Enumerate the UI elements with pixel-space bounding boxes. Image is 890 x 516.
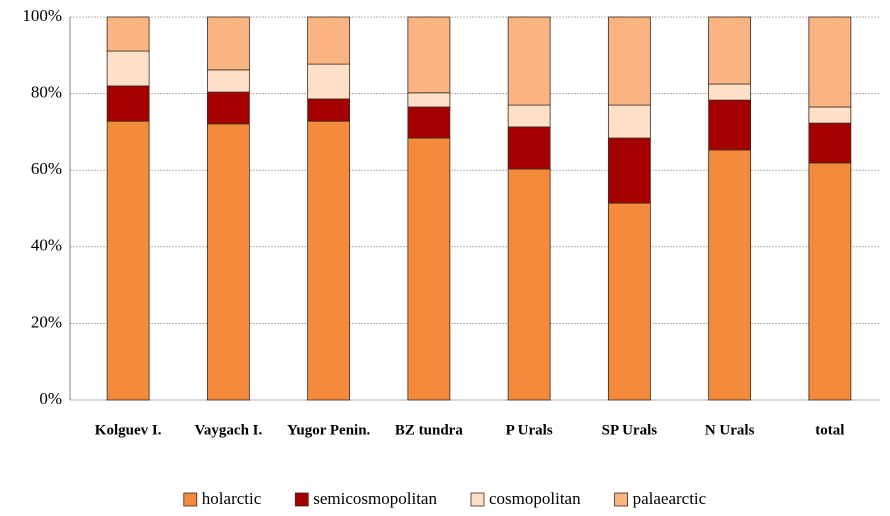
legend-label: cosmopolitan xyxy=(489,489,581,508)
bar-segment xyxy=(106,85,150,122)
legend-swatch xyxy=(470,492,485,507)
bar-segment xyxy=(708,83,752,101)
bar-segment xyxy=(106,16,150,52)
legend-item: palaearctic xyxy=(614,489,707,508)
legend-item: holarctic xyxy=(183,489,262,508)
bar-segment xyxy=(407,106,451,139)
x-tick-label: Vaygach I. xyxy=(194,422,262,438)
bar-segment xyxy=(106,120,150,401)
legend-swatch xyxy=(183,492,198,507)
bar-segment xyxy=(607,16,651,106)
legend-label: palaearctic xyxy=(633,489,707,508)
bar-segment xyxy=(507,126,551,170)
bar-segment xyxy=(507,168,551,401)
legend-item: semicosmopolitan xyxy=(294,489,437,508)
bar-segment xyxy=(307,120,351,401)
x-tick-label: N Urals xyxy=(705,422,755,438)
bar-segment xyxy=(407,137,451,401)
bar-segment xyxy=(808,16,852,108)
x-tick-label: P Urals xyxy=(506,422,553,438)
x-tick-label: BZ tundra xyxy=(395,422,463,438)
y-tick-label: 0% xyxy=(39,389,62,408)
bar-segment xyxy=(808,106,852,124)
bar-segment xyxy=(607,137,651,204)
bar-segment xyxy=(607,202,651,401)
bar-segment xyxy=(206,91,250,125)
x-tick-label: Yugor Penin. xyxy=(287,422,371,438)
legend-item: cosmopolitan xyxy=(470,489,581,508)
y-tick-label: 40% xyxy=(31,236,62,255)
bar-segment xyxy=(307,16,351,65)
y-tick-label: 60% xyxy=(31,159,62,178)
bar-segment xyxy=(106,50,150,87)
bar-segment xyxy=(307,63,351,100)
y-tick-label: 20% xyxy=(31,312,62,331)
legend-swatch xyxy=(294,492,309,507)
bar-segment xyxy=(307,98,351,122)
bar-segment xyxy=(407,92,451,108)
bar-segment xyxy=(206,123,250,401)
bar-segment xyxy=(708,16,752,85)
bar-segment xyxy=(407,16,451,94)
bar-segment xyxy=(206,16,250,71)
y-tick-label: 80% xyxy=(31,83,62,102)
x-tick-label: Kolguev I. xyxy=(95,422,162,438)
legend-swatch xyxy=(614,492,628,507)
legend-label: holarctic xyxy=(202,489,262,508)
bar-segment xyxy=(808,162,852,401)
x-tick-label: SP Urals xyxy=(602,422,658,438)
bar-segment xyxy=(206,69,250,93)
bar-segment xyxy=(708,99,752,151)
legend-label: semicosmopolitan xyxy=(313,489,437,508)
bar-segment xyxy=(708,149,752,401)
bar-segment xyxy=(607,104,651,139)
x-tick-label: total xyxy=(815,422,844,438)
y-tick-label: 100% xyxy=(22,6,62,25)
bar-segment xyxy=(507,16,551,106)
bar-segment xyxy=(507,104,551,128)
bar-segment xyxy=(808,122,852,164)
